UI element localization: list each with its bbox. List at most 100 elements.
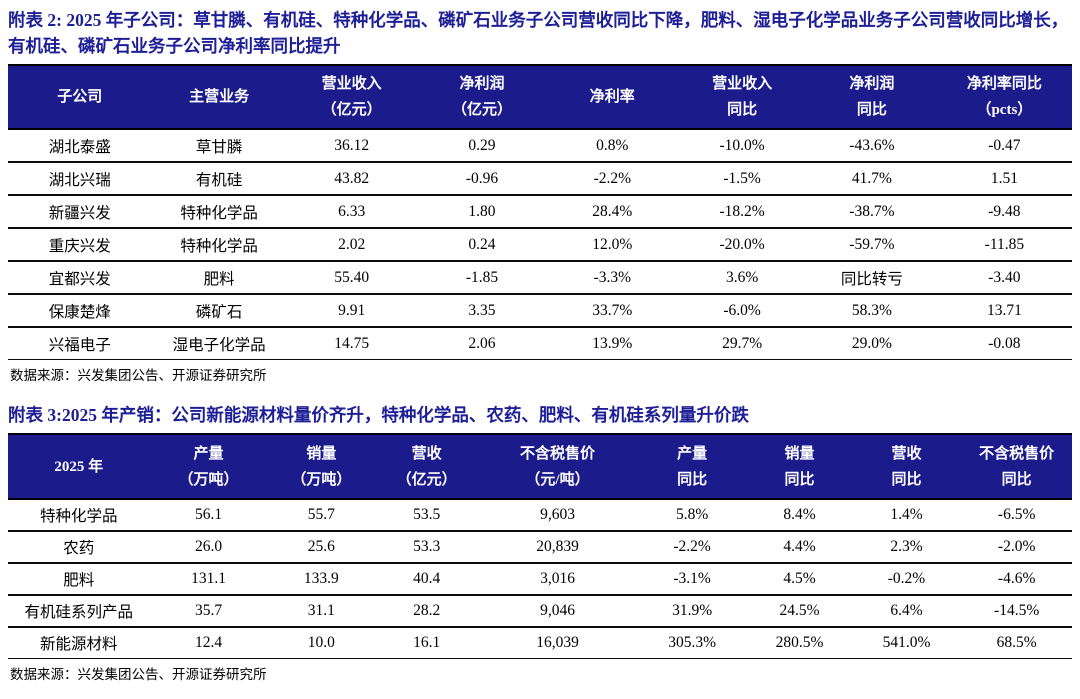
table-cell: 湖北泰盛 [8,129,152,163]
table-cell: 41.7% [807,162,937,196]
table-cell: -0.47 [936,129,1072,163]
table-cell: 1.51 [936,162,1072,196]
table-cell: 1.80 [416,195,548,229]
table-cell: -11.85 [936,228,1072,262]
table-cell: 280.5% [747,627,852,659]
table-cell: 33.7% [547,294,678,328]
table-cell: -59.7% [807,228,937,262]
source-note: 数据来源：兴发集团公告、开源证券研究所 [10,368,267,383]
table-cell: 6.4% [851,595,962,628]
table-row: 有机硅系列产品 35.7 31.1 28.2 9,046 31.9% 24.5% 6.4% -1… [8,595,1072,628]
table-cell: 6.33 [286,195,417,229]
table-cell: 保康楚烽 [8,294,152,328]
table-cell: 同比转亏 [807,261,937,295]
table-cell: -3.3% [547,261,678,295]
header-cell: 子公司 [8,64,152,130]
table-cell: 55.40 [286,261,417,295]
table-cell: -0.96 [416,162,548,196]
table-cell: 特种化学品 [8,499,150,532]
table-cell: -14.5% [961,595,1072,628]
header-cell: 净利率同比 （pcts） [936,64,1072,130]
table-cell: 草甘膦 [151,129,287,163]
table-cell: -18.2% [677,195,807,229]
table-cell: -38.7% [807,195,937,229]
table-cell: 29.7% [677,327,807,360]
subsidiary-header-row: 子公司 主营业务 营业收入 （亿元） 净利润 （亿元） 净利率 营业收入 同比 净利润… [8,64,1072,130]
table-cell: 9,046 [478,595,637,628]
table-cell: 16,039 [478,627,637,659]
table-cell: 新能源材料 [8,627,150,659]
table-row: 湖北泰盛 草甘膦 36.12 0.29 0.8% -10.0% -43.6% -0.47 [8,129,1072,163]
header-cell: 营收 （亿元） [375,433,479,500]
table-cell: 58.3% [807,294,937,328]
table-cell: 14.75 [286,327,417,360]
table-cell: -0.08 [936,327,1072,360]
table-cell: -6.5% [961,499,1072,532]
table-row: 重庆兴发 特种化学品 2.02 0.24 12.0% -20.0% -59.7% -11.85 [8,228,1072,262]
table-cell: 兴福电子 [8,327,152,360]
fig3-title: 附表 3:2025 年产销：公司新能源材料量价齐升，特种化学品、农药、肥料、有机… [8,405,749,425]
header-cell: 产量 同比 [636,433,748,500]
table-cell: 20,839 [478,531,637,564]
table-cell: 特种化学品 [151,228,287,262]
fig2-title: 附表 2: 2025 年子公司：草甘膦、有机硅、特种化学品、磷矿石业务子公司营收… [8,10,1069,56]
table-cell: 68.5% [961,627,1072,659]
table-row: 新能源材料 12.4 10.0 16.1 16,039 305.3% 280.5% 541.0… [8,627,1072,659]
table-cell: 5.8% [636,499,748,532]
header-cell: 净利润 （亿元） [416,64,548,130]
table-cell: 有机硅系列产品 [8,595,150,628]
header-cell: 营业收入 同比 [677,64,807,130]
table-cell: 9,603 [478,499,637,532]
table-cell: 53.5 [375,499,479,532]
production-header-row: 2025 年 产量 （万吨） 销量 （万吨） 营收 （亿元） 不含税售价 （元/吨） 产… [8,433,1072,500]
table-cell: 305.3% [636,627,748,659]
table-cell: -6.0% [677,294,807,328]
table-cell: 肥料 [151,261,287,295]
table-cell: 55.7 [267,499,376,532]
table-cell: 2.02 [286,228,417,262]
table-cell: 36.12 [286,129,417,163]
table-cell: -2.2% [636,531,748,564]
report-page: 附表 2: 2025 年子公司：草甘膦、有机硅、特种化学品、磷矿石业务子公司营收… [8,10,1072,682]
table-cell: 1.4% [851,499,962,532]
table-cell: 肥料 [8,563,150,596]
table-cell: 农药 [8,531,150,564]
table-cell: 9.91 [286,294,417,328]
table-cell: 13.71 [936,294,1072,328]
table-cell: 13.9% [547,327,678,360]
table-cell: -1.5% [677,162,807,196]
table-row: 特种化学品 56.1 55.7 53.5 9,603 5.8% 8.4% 1.4% -6.5% [8,499,1072,532]
table-cell: 31.1 [267,595,376,628]
table-cell: -20.0% [677,228,807,262]
table-row: 农药 26.0 25.6 53.3 20,839 -2.2% 4.4% 2.3% -2.0% [8,531,1072,564]
table-cell: 磷矿石 [151,294,287,328]
table-cell: 28.2 [375,595,479,628]
table-cell: 湿电子化学品 [151,327,287,360]
table-cell: -1.85 [416,261,548,295]
production-sales-table: 2025 年 产量 （万吨） 销量 （万吨） 营收 （亿元） 不含税售价 （元/吨） 产… [8,433,1072,659]
header-cell: 产量 （万吨） [149,433,268,500]
table-cell: 4.4% [747,531,852,564]
table-cell: 3.6% [677,261,807,295]
table-cell: 31.9% [636,595,748,628]
table-cell: 133.9 [267,563,376,596]
table-cell: 0.29 [416,129,548,163]
table-cell: 16.1 [375,627,479,659]
table-cell: 541.0% [851,627,962,659]
table-cell: -2.0% [961,531,1072,564]
table-cell: 40.4 [375,563,479,596]
table-cell: 56.1 [149,499,268,532]
table-cell: -2.2% [547,162,678,196]
table-cell: 3,016 [478,563,637,596]
header-cell: 主营业务 [151,64,287,130]
table-row: 宜都兴发 肥料 55.40 -1.85 -3.3% 3.6% 同比转亏 -3.40 [8,261,1072,295]
header-cell: 不含税售价 （元/吨） [478,433,637,500]
table-cell: -4.6% [961,563,1072,596]
table-cell: 特种化学品 [151,195,287,229]
table-row: 肥料 131.1 133.9 40.4 3,016 -3.1% 4.5% -0.2% -4.6% [8,563,1072,596]
table-cell: 新疆兴发 [8,195,152,229]
table-cell: -3.40 [936,261,1072,295]
table-cell: 35.7 [149,595,268,628]
table-cell: 有机硅 [151,162,287,196]
table-cell: 12.0% [547,228,678,262]
